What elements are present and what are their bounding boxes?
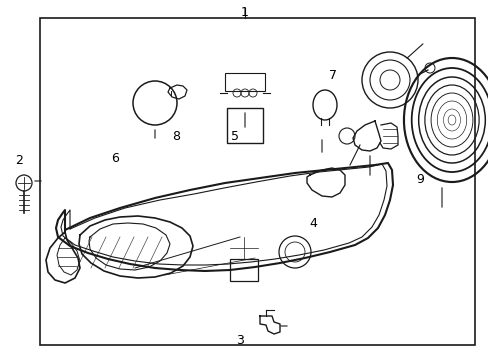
- Text: 1: 1: [240, 6, 248, 19]
- Text: 6: 6: [111, 152, 119, 165]
- Text: 4: 4: [308, 217, 316, 230]
- Text: 3: 3: [235, 334, 243, 347]
- Bar: [224, 73, 264, 91]
- Text: 2: 2: [15, 154, 22, 167]
- Bar: [226, 108, 263, 143]
- Bar: [40, 18, 474, 345]
- Text: 7: 7: [328, 69, 336, 82]
- Text: 5: 5: [230, 130, 238, 143]
- Text: 9: 9: [416, 174, 424, 186]
- Bar: [229, 259, 258, 281]
- Text: 8: 8: [172, 130, 180, 143]
